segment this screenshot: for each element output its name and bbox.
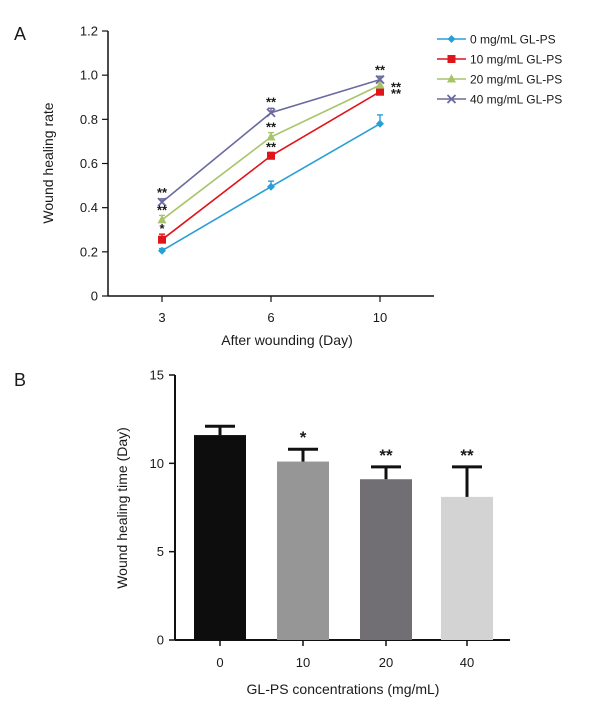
significance-star: *: [159, 221, 165, 236]
legend-label: 0 mg/mL GL-PS: [470, 33, 556, 47]
data-point: [157, 214, 167, 224]
panel-label-b: B: [14, 370, 26, 390]
significance-star: **: [391, 86, 402, 101]
x-ticks-a: 3 6 10: [158, 296, 387, 325]
x-tick-label: 10: [296, 655, 310, 670]
significance-star: **: [460, 446, 474, 465]
x-tick-label: 0: [216, 655, 223, 670]
bars-b: *** **: [194, 424, 493, 640]
y-tick-label: 1.2: [80, 24, 98, 39]
legend-marker: [447, 55, 456, 63]
legend-marker: [446, 94, 457, 104]
bar-chart-b: B Wound healing time (Day) GL-PS concent…: [14, 368, 510, 697]
data-point: [266, 108, 276, 118]
y-tick-label: 0: [157, 633, 164, 648]
x-axis-label-a: After wounding (Day): [221, 332, 353, 348]
significance-star: *: [300, 428, 307, 447]
significance-star: **: [157, 185, 168, 200]
legend-marker: [447, 74, 456, 83]
legend-marker: [447, 35, 456, 43]
x-tick-label: 6: [267, 310, 274, 325]
y-tick-label: 1.0: [80, 68, 98, 83]
y-tick-label: 0.8: [80, 112, 98, 127]
significance-star: **: [266, 94, 277, 109]
y-tick-label: 0.4: [80, 200, 98, 215]
data-point: [267, 182, 275, 191]
series-group-a: *****************: [157, 62, 402, 255]
x-tick-label: 3: [158, 310, 165, 325]
significance-star: **: [266, 139, 277, 154]
bar: [194, 435, 246, 640]
y-tick-label: 0.6: [80, 156, 98, 171]
data-point: [375, 74, 385, 85]
line-chart-a: A Wound healing rate After wounding (Day…: [14, 24, 562, 349]
y-axis-label-b: Wound healing time (Day): [114, 427, 130, 589]
y-ticks-b: 0 5 10 15: [150, 368, 175, 648]
significance-star: **: [375, 62, 386, 77]
data-point: [267, 151, 275, 160]
x-tick-label: 20: [379, 655, 393, 670]
bar: [360, 479, 412, 640]
significance-star: **: [391, 79, 402, 94]
legend-a: 0 mg/mL GL-PS 10 mg/mL GL-PS 20 mg/mL GL-P…: [437, 33, 562, 107]
legend-label: 20 mg/mL GL-PS: [470, 73, 562, 87]
data-point: [375, 80, 385, 89]
y-ticks-a: 0 0.2 0.4 0.6 0.8 1.0 1.2: [80, 24, 108, 304]
x-tick-label: 40: [460, 655, 474, 670]
data-point: [376, 119, 384, 128]
data-point: [157, 197, 167, 207]
y-tick-label: 0.2: [80, 244, 98, 259]
significance-star: **: [266, 120, 277, 135]
series-0: [158, 114, 384, 255]
series-3: [157, 74, 385, 207]
data-point: [266, 132, 276, 141]
panel-label-a: A: [14, 24, 26, 44]
y-tick-label: 10: [150, 456, 164, 471]
y-tick-label: 5: [157, 544, 164, 559]
bar: [277, 461, 329, 640]
legend-label: 10 mg/mL GL-PS: [470, 53, 562, 67]
y-tick-label: 15: [150, 368, 164, 383]
x-ticks-b: 0 10 20 40: [216, 640, 474, 670]
significance-star: **: [379, 446, 393, 465]
data-point: [158, 246, 166, 255]
x-axis-label-b: GL-PS concentrations (mg/mL): [247, 681, 440, 697]
y-tick-label: 0: [91, 289, 98, 304]
bar: [441, 496, 493, 640]
significance-star: **: [157, 202, 168, 217]
data-point: [376, 87, 384, 96]
x-tick-label: 10: [373, 310, 387, 325]
legend-label: 40 mg/mL GL-PS: [470, 93, 562, 107]
data-point: [158, 235, 166, 244]
y-axis-label-a: Wound healing rate: [40, 102, 56, 223]
